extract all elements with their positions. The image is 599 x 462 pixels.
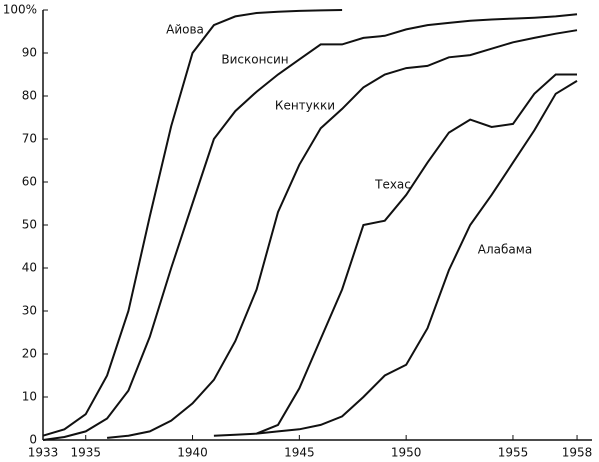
y-tick-label: 60 [22, 175, 37, 189]
series-line [42, 9, 343, 437]
x-tick-label: 1950 [391, 446, 422, 460]
y-tick-label: 40 [22, 261, 37, 275]
x-tick-label: 1955 [498, 446, 529, 460]
series-line [106, 29, 578, 439]
y-tick-label: 50 [22, 218, 37, 232]
x-tick-label: 1958 [562, 446, 593, 460]
x-tick-label: 1945 [284, 446, 315, 460]
y-tick-label: 10 [22, 390, 37, 404]
x-tick-label: 1935 [70, 446, 101, 460]
x-tick-label: 1933 [28, 446, 59, 460]
series-line [42, 13, 578, 441]
series-label: Техас [374, 178, 411, 192]
y-tick-label: 80 [22, 89, 37, 103]
series-label: Айова [166, 23, 204, 37]
series-label: Кентукки [275, 99, 335, 113]
y-tick-label: 70 [22, 132, 37, 146]
y-tick-label: 0 [29, 433, 37, 447]
y-tick-label: 100% [3, 3, 37, 17]
series-label: Висконсин [221, 53, 288, 67]
y-tick-label: 20 [22, 347, 37, 361]
y-tick-label: 90 [22, 46, 37, 60]
series-line [256, 80, 578, 435]
series-line [213, 73, 577, 437]
series-label: Алабама [478, 243, 532, 257]
y-tick-label: 30 [22, 304, 37, 318]
x-tick-label: 1940 [177, 446, 208, 460]
